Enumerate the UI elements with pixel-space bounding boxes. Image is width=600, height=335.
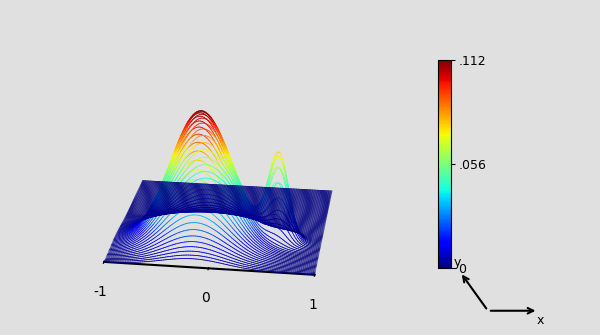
Text: x: x	[536, 314, 544, 327]
Text: y: y	[453, 256, 461, 269]
